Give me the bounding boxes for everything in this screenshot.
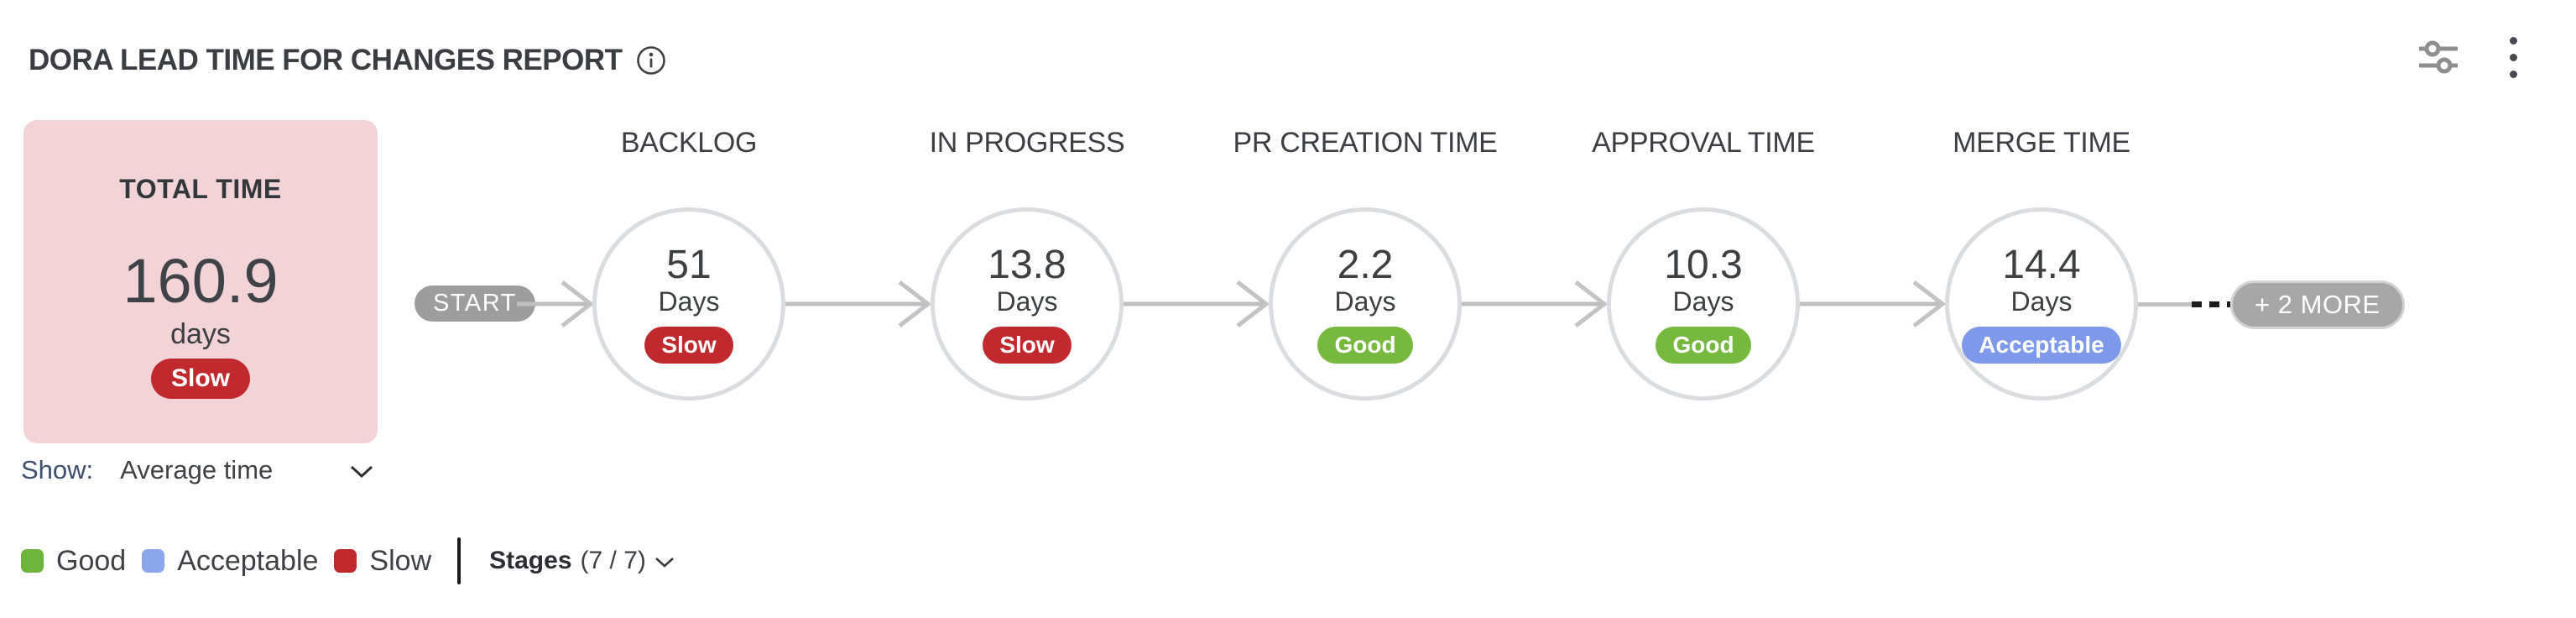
- stage-label-merge-time: MERGE TIME: [1953, 127, 2130, 159]
- stage-node-backlog[interactable]: 51 Days Slow: [592, 207, 785, 401]
- stage-status-badge: Good: [1656, 327, 1751, 364]
- display-settings-sliders-icon[interactable]: [2419, 40, 2458, 74]
- stage-label-in-progress: IN PROGRESS: [929, 127, 1125, 159]
- stage-label-backlog: BACKLOG: [620, 127, 758, 159]
- stage-unit: Days: [2010, 286, 2073, 317]
- show-dropdown-value: Average time: [120, 455, 274, 484]
- show-dropdown[interactable]: Average time: [93, 455, 373, 485]
- total-time-unit: days: [170, 318, 231, 350]
- stages-filter-dropdown[interactable]: Stages (7 / 7): [489, 547, 675, 575]
- arrow-connector: [1124, 280, 1270, 327]
- chevron-down-icon: [655, 558, 674, 568]
- stage-value: 10.3: [1664, 243, 1743, 287]
- kebab-menu-icon[interactable]: [2506, 34, 2521, 81]
- show-label: Show:: [21, 455, 94, 484]
- total-time-value: 160.9: [123, 246, 279, 316]
- more-stages-button[interactable]: + 2 MORE: [2230, 280, 2405, 329]
- stage-unit: Days: [658, 286, 720, 317]
- header-actions: [2419, 35, 2521, 79]
- stage-label-approval-time: APPROVAL TIME: [1592, 127, 1815, 159]
- good-color-swatch: [21, 549, 44, 573]
- stage-node-pr-creation-time[interactable]: 2.2 Days Good: [1269, 207, 1462, 401]
- stage-value: 2.2: [1337, 243, 1394, 287]
- show-filter-row: Show: Average time: [21, 452, 373, 489]
- stage-node-merge-time[interactable]: 14.4 Days Acceptable: [1945, 207, 2138, 401]
- stage-status-badge: Acceptable: [1962, 327, 2121, 364]
- stages-filter-label: Stages: [489, 547, 572, 574]
- slow-color-swatch: [334, 549, 357, 573]
- total-time-card: TOTAL TIME 160.9 days Slow: [23, 120, 378, 443]
- stage-status-badge: Slow: [983, 327, 1072, 364]
- stage-unit: Days: [1672, 286, 1734, 317]
- stages-filter-count: (7 / 7): [580, 547, 646, 574]
- legend-item-slow: Slow: [334, 545, 431, 578]
- stage-unit: Days: [1334, 286, 1396, 317]
- stage-value: 14.4: [2002, 243, 2081, 287]
- arrow-connector: [1462, 280, 1608, 327]
- legend: Good Acceptable Slow Stages (7 / 7): [21, 536, 675, 586]
- tail-connector-dotted-line: [2192, 301, 2230, 307]
- stage-unit: Days: [996, 286, 1058, 317]
- start-node: START: [415, 285, 535, 322]
- stage-value: 51: [666, 243, 712, 287]
- legend-item-acceptable: Acceptable: [142, 545, 318, 578]
- legend-label: Good: [56, 544, 127, 577]
- total-time-status-badge: Slow: [150, 359, 250, 399]
- page-title: DORA LEAD TIME FOR CHANGES REPORT: [29, 44, 623, 76]
- arrow-connector: [785, 280, 931, 327]
- arrow-connector: [517, 280, 594, 327]
- total-time-title: TOTAL TIME: [119, 174, 282, 204]
- stage-label-pr-creation-time: PR CREATION TIME: [1233, 127, 1498, 159]
- acceptable-color-swatch: [142, 549, 165, 573]
- arrow-connector: [1800, 280, 1946, 327]
- widget-header: DORA LEAD TIME FOR CHANGES REPORT: [29, 40, 666, 81]
- stage-status-badge: Slow: [644, 327, 733, 364]
- info-icon[interactable]: [636, 45, 666, 76]
- legend-label: Acceptable: [177, 544, 319, 577]
- legend-label: Slow: [369, 544, 432, 577]
- legend-item-good: Good: [21, 545, 126, 578]
- stage-node-in-progress[interactable]: 13.8 Days Slow: [931, 207, 1124, 401]
- stage-status-badge: Good: [1317, 327, 1413, 364]
- stage-node-approval-time[interactable]: 10.3 Days Good: [1607, 207, 1800, 401]
- tail-connector-line: [2138, 302, 2192, 306]
- legend-divider: [457, 537, 461, 584]
- stage-value: 13.8: [988, 243, 1066, 287]
- chevron-down-icon: [351, 465, 373, 479]
